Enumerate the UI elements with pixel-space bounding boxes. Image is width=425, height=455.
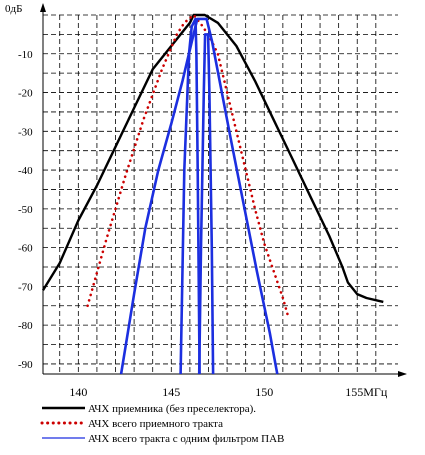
x-tick-label: 155МГц bbox=[345, 385, 388, 399]
y-tick-label: -10 bbox=[18, 49, 33, 61]
y-tick-label: -70 bbox=[18, 281, 33, 293]
tick-labels: 0дБ -10 -20 -30 -40 -50 -60 -70 -80 -90 140 145 150 1… bbox=[5, 3, 388, 399]
series-line-4 bbox=[179, 17, 201, 375]
y-tick-label: -30 bbox=[18, 126, 33, 138]
y-tick-label: 0дБ bbox=[5, 3, 22, 15]
x-tick-label: 145 bbox=[162, 385, 180, 399]
series-line-5 bbox=[197, 33, 215, 375]
x-axis-arrow bbox=[398, 371, 407, 377]
series-line-1 bbox=[41, 13, 384, 304]
axes bbox=[40, 3, 407, 377]
y-tick-label: -80 bbox=[18, 320, 33, 332]
legend-label-2: АЧХ всего приемного тракта bbox=[88, 418, 223, 430]
y-axis-arrow bbox=[40, 3, 46, 12]
y-tick-label: -60 bbox=[18, 243, 33, 255]
y-tick-label: -20 bbox=[18, 88, 33, 100]
grid bbox=[43, 14, 398, 374]
legend-label-1: АЧХ приемника (без преселектора). bbox=[88, 403, 256, 415]
series-line-3 bbox=[119, 17, 279, 375]
legend-label-3: АЧХ всего тракта с одним фильтром ПАВ bbox=[88, 433, 284, 445]
legend: АЧХ приемника (без преселектора). АЧХ все… bbox=[40, 403, 284, 445]
x-tick-label: 150 bbox=[255, 385, 273, 399]
x-tick-label: 140 bbox=[69, 385, 87, 399]
y-tick-label: -40 bbox=[18, 165, 33, 177]
series-lines bbox=[41, 13, 384, 375]
y-tick-label: -50 bbox=[18, 204, 33, 216]
y-tick-label: -90 bbox=[18, 359, 33, 371]
